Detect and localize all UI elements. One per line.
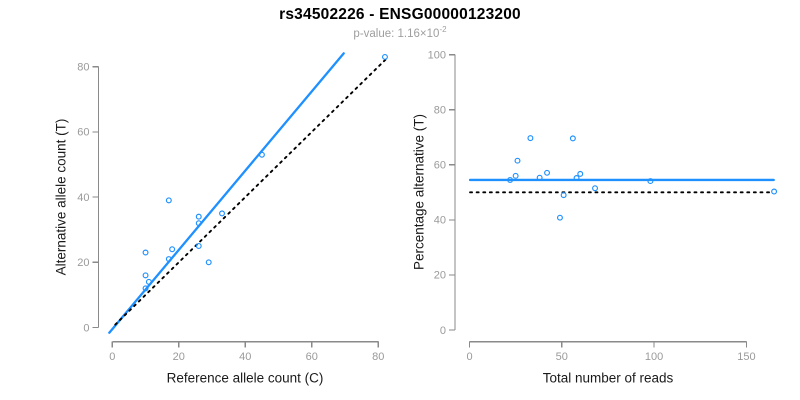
data-point bbox=[195, 243, 202, 249]
p-value-times-ten: ×10 bbox=[419, 27, 440, 40]
data-point bbox=[142, 249, 149, 256]
x-tick-label: 80 bbox=[372, 351, 384, 363]
x-tick-label: 150 bbox=[737, 351, 755, 363]
data-point bbox=[556, 214, 563, 221]
data-point bbox=[165, 197, 172, 204]
data-point bbox=[381, 53, 388, 60]
data-point bbox=[771, 188, 778, 195]
title-text: rs34502226 - ENSG00000123200 bbox=[279, 6, 521, 23]
y-tick-label: 20 bbox=[77, 257, 89, 269]
left-panel-x-axis-title: Reference allele count (C) bbox=[166, 370, 324, 386]
fit-line bbox=[108, 52, 345, 334]
data-point bbox=[536, 174, 543, 181]
data-point bbox=[512, 172, 519, 179]
page-title: rs34502226 - ENSG00000123200 bbox=[0, 6, 800, 24]
right-panel-x-axis-title: Total number of reads bbox=[542, 370, 674, 386]
data-point bbox=[219, 210, 226, 217]
data-point bbox=[142, 285, 149, 292]
identity-line bbox=[114, 55, 390, 326]
data-point bbox=[258, 151, 265, 158]
y-tick-label: 60 bbox=[77, 127, 89, 139]
data-point bbox=[560, 192, 567, 199]
left-panel: 0 20 40 60 80 0 20 40 60 80 bbox=[77, 52, 390, 363]
y-tick-label: 0 bbox=[83, 322, 89, 334]
data-point bbox=[169, 246, 176, 253]
data-point bbox=[145, 278, 152, 285]
x-tick-label: 60 bbox=[306, 351, 318, 363]
x-tick-label: 20 bbox=[173, 351, 185, 363]
y-tick-label: 0 bbox=[440, 325, 446, 337]
x-tick-label: 50 bbox=[556, 351, 568, 363]
p-value-subtitle: p-value: 1.16×10-2 bbox=[0, 25, 800, 40]
data-point bbox=[577, 170, 584, 177]
y-tick-label: 40 bbox=[434, 215, 446, 227]
left-panel-y-axis-title: Alternative allele count (T) bbox=[53, 118, 69, 276]
p-value-label: p-value: bbox=[353, 27, 398, 40]
x-tick-label: 40 bbox=[239, 351, 251, 363]
x-tick-label: 0 bbox=[109, 351, 115, 363]
data-point bbox=[527, 135, 534, 142]
data-point bbox=[165, 256, 172, 263]
right-panel: 0 50 100 150 0 20 40 60 80 100 bbox=[428, 50, 778, 363]
y-tick-label: 40 bbox=[77, 192, 89, 204]
y-tick-label: 60 bbox=[434, 160, 446, 172]
data-point bbox=[205, 259, 212, 266]
data-point bbox=[142, 272, 149, 279]
p-value-exponent: -2 bbox=[439, 25, 447, 34]
data-point bbox=[592, 185, 599, 192]
right-panel-y-axis-title: Percentage alternative (T) bbox=[411, 113, 427, 271]
data-point bbox=[507, 176, 514, 183]
y-tick-label: 20 bbox=[434, 270, 446, 282]
data-point bbox=[195, 213, 202, 220]
data-point bbox=[569, 135, 576, 142]
y-tick-label: 80 bbox=[434, 105, 446, 117]
data-point bbox=[544, 169, 551, 176]
x-tick-label: 100 bbox=[645, 351, 663, 363]
data-point bbox=[573, 175, 580, 182]
data-point bbox=[195, 220, 202, 227]
x-tick-label: 0 bbox=[466, 351, 472, 363]
data-point bbox=[514, 157, 521, 164]
data-point bbox=[647, 178, 654, 185]
y-tick-label: 80 bbox=[77, 62, 89, 74]
p-value-mantissa: 1.16 bbox=[397, 27, 420, 40]
y-tick-label: 100 bbox=[428, 50, 446, 62]
